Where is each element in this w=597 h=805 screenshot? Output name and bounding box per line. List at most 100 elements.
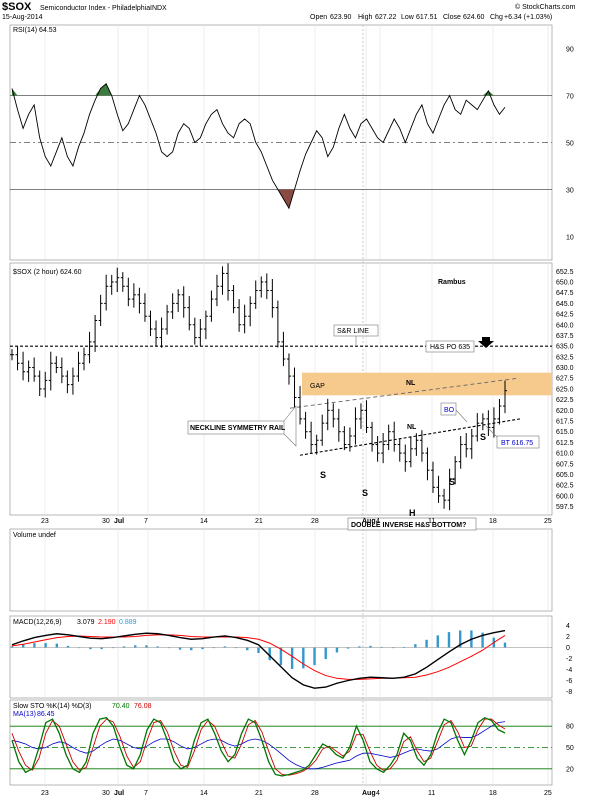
macd-histogram-bar bbox=[10, 646, 14, 648]
bo-label: BO bbox=[444, 407, 455, 414]
sto-x-tick-label: Aug bbox=[362, 790, 376, 797]
price-tick-label: 635.0 bbox=[556, 344, 574, 351]
price-x-axis: 23 30 Jul 7 14 21 28 Aug 4 11 18 25 bbox=[41, 518, 552, 525]
exchange-label: INDX bbox=[150, 5, 167, 12]
price-tick-label: 627.5 bbox=[556, 376, 574, 383]
gap-label: GAP bbox=[310, 383, 325, 390]
chg-value: +6.34 (+1.03%) bbox=[504, 14, 552, 21]
macd-histogram-bar bbox=[22, 644, 25, 648]
macd-panel: MACD(12,26,9) 3.079 2.190 0.889 4 2 0 -2 -4 -… bbox=[10, 619, 572, 696]
sto-x-tick-label: 4 bbox=[376, 790, 380, 797]
macd-histogram-bar bbox=[358, 646, 361, 648]
rsi-y-axis: 90 70 50 30 10 bbox=[566, 47, 574, 242]
macd-histogram-bar bbox=[167, 647, 171, 649]
gap-zone bbox=[302, 372, 552, 396]
down-arrow-icon bbox=[478, 337, 494, 348]
volume-panel-frame bbox=[9, 528, 553, 612]
shoulder-label: S bbox=[480, 432, 486, 442]
price-y-axis: 652.5 650.0 647.5 645.0 642.5 640.0 637.5 635.0… bbox=[556, 269, 574, 511]
macd-legend-name: MACD(12,26,9) bbox=[13, 619, 62, 626]
macd-histogram-bar bbox=[324, 647, 327, 660]
macd-tick-label: -2 bbox=[566, 656, 572, 663]
rsi-line bbox=[11, 83, 506, 210]
sto-x-axis: 23 30 Jul 7 14 21 28 Aug 4 11 18 25 bbox=[41, 790, 552, 797]
macd-histogram-bar bbox=[89, 647, 92, 650]
price-x-tick-label: 23 bbox=[41, 518, 49, 525]
price-tick-label: 625.0 bbox=[556, 386, 574, 393]
trend-lines bbox=[10, 345, 552, 456]
sto-x-tick-label: Jul bbox=[114, 790, 124, 797]
neckline-label: NECKLINE SYMMETRY RAIL bbox=[190, 425, 286, 432]
date-label: 15-Aug-2014 bbox=[2, 14, 43, 21]
macd-histogram-bar bbox=[268, 647, 271, 661]
rsi-tick-label: 50 bbox=[566, 141, 574, 148]
rsi-title: RSI(14) 64.53 bbox=[13, 27, 57, 34]
sto-x-tick-label: 18 bbox=[489, 790, 497, 797]
bo-box bbox=[440, 402, 457, 416]
price-tick-label: 600.0 bbox=[556, 493, 574, 500]
price-tick-label: 652.5 bbox=[556, 269, 574, 276]
price-tick-label: 637.5 bbox=[556, 333, 574, 340]
macd-histogram-bar bbox=[302, 647, 305, 669]
sto-x-tick-label: 23 bbox=[41, 790, 49, 797]
price-title: $SOX (2 hour) 624.60 bbox=[13, 269, 82, 276]
chg-label: Chg bbox=[490, 14, 503, 21]
sto-tick-label: 50 bbox=[566, 745, 574, 752]
macd-histogram-bar bbox=[458, 630, 462, 648]
sto-reference-lines bbox=[10, 725, 552, 770]
sto-tick-label: 80 bbox=[566, 724, 574, 731]
price-tick-label: 632.5 bbox=[556, 354, 574, 361]
nl-top-label: NL bbox=[406, 380, 416, 387]
close-label: Close bbox=[443, 14, 461, 21]
sto-panel: Slow STO %K(14) %D(3) 70.40 76.08 MA(13)… bbox=[10, 703, 574, 797]
macd-histogram-bar bbox=[100, 647, 103, 650]
macd-histogram-bar bbox=[391, 647, 395, 649]
macd-tick-label: 2 bbox=[566, 634, 570, 641]
high-label: High bbox=[358, 14, 373, 21]
price-tick-label: 617.5 bbox=[556, 419, 574, 426]
hs-po-box bbox=[425, 340, 475, 353]
shoulder-label: S bbox=[449, 477, 455, 487]
macd-histogram-bar bbox=[246, 647, 249, 651]
macd-y-axis: 4 2 0 -2 -4 -6 -8 bbox=[566, 623, 572, 696]
macd-histogram-bar bbox=[447, 632, 451, 648]
macd-histogram-bar bbox=[414, 644, 417, 648]
macd-legend-value: 3.079 bbox=[77, 619, 95, 626]
price-bars bbox=[10, 263, 507, 511]
sto-x-tick-label: 14 bbox=[200, 790, 208, 797]
macd-tick-label: 4 bbox=[566, 623, 570, 630]
bt-pointer bbox=[485, 425, 498, 438]
rsi-overbought-fill bbox=[482, 90, 494, 96]
macd-tick-label: 0 bbox=[566, 645, 570, 652]
sto-y-axis: 80 50 20 bbox=[566, 724, 574, 774]
macd-histogram-bar bbox=[178, 647, 182, 650]
macd-line bbox=[11, 629, 506, 689]
macd-histogram-bar bbox=[111, 647, 115, 649]
macd-histogram-bar bbox=[66, 645, 70, 648]
rsi-panel: RSI(14) 64.53 90 70 50 30 10 bbox=[10, 27, 574, 242]
price-x-tick-label: 18 bbox=[489, 518, 497, 525]
macd-tick-label: -4 bbox=[566, 667, 572, 674]
double-inverse-label: DOUBLE INVERSE H&S BOTTOM? bbox=[351, 522, 466, 529]
macd-tick-label: -6 bbox=[566, 678, 572, 685]
price-x-tick-label: 14 bbox=[200, 518, 208, 525]
macd-histogram-bar bbox=[44, 643, 47, 648]
macd-histogram bbox=[10, 630, 552, 669]
sto-panel-frame bbox=[9, 699, 553, 786]
price-x-tick-label: 28 bbox=[311, 518, 319, 525]
rsi-tick-label: 30 bbox=[566, 188, 574, 195]
rsi-oversold-fill bbox=[277, 189, 295, 209]
price-tick-label: 622.5 bbox=[556, 397, 574, 404]
sto-legend-ma: MA(13) bbox=[13, 711, 36, 718]
price-x-tick-label: 25 bbox=[544, 518, 552, 525]
macd-histogram-bar bbox=[436, 635, 439, 648]
macd-histogram-bar bbox=[257, 647, 260, 653]
neckline-pointer bbox=[283, 405, 297, 447]
macd-histogram-bar bbox=[156, 646, 159, 648]
vertical-grid bbox=[44, 25, 549, 785]
shoulder-label: S bbox=[320, 470, 326, 480]
macd-lines bbox=[11, 629, 506, 689]
sto-d-line bbox=[11, 718, 506, 776]
sto-x-tick-label: 21 bbox=[255, 790, 263, 797]
macd-tick-label: -8 bbox=[566, 689, 572, 696]
